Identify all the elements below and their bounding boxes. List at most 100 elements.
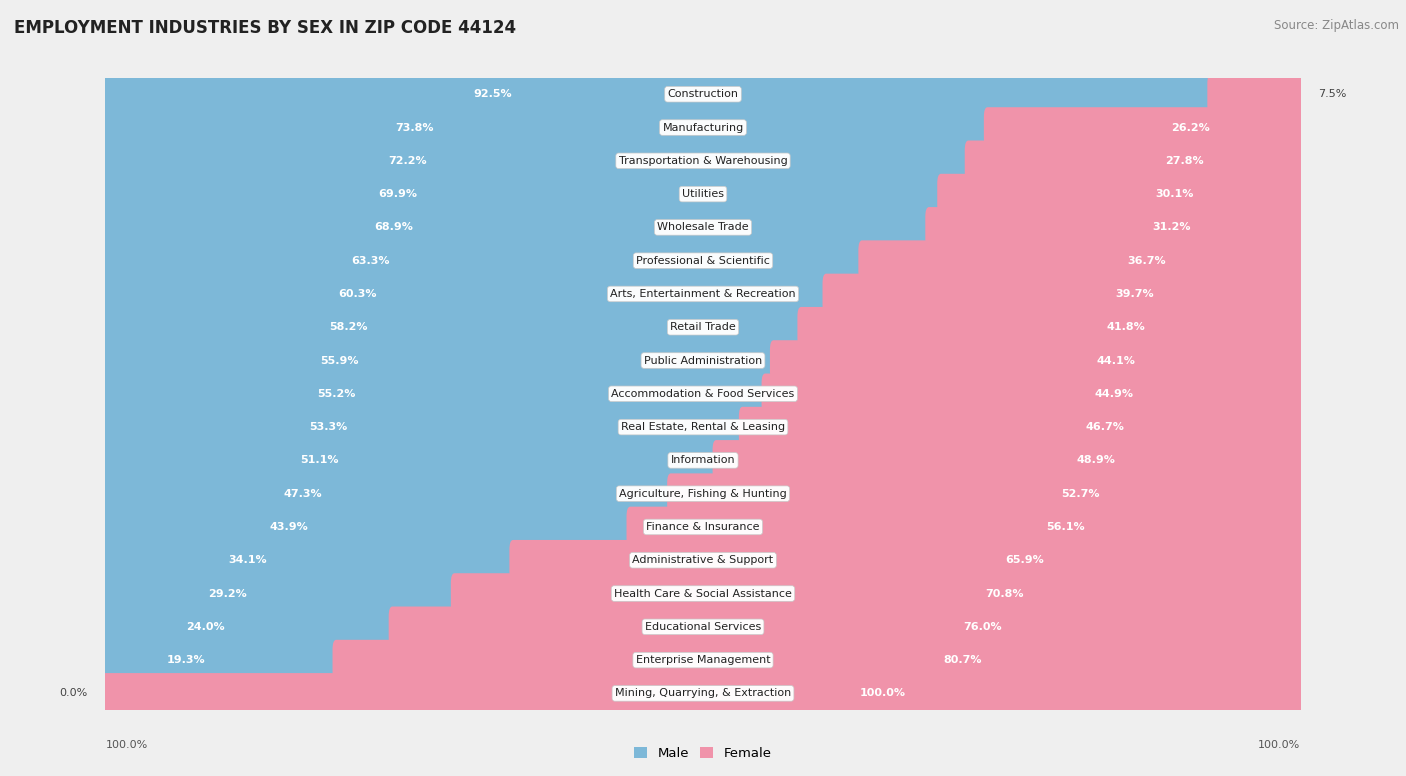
Text: Wholesale Trade: Wholesale Trade: [657, 223, 749, 232]
Text: 43.9%: 43.9%: [270, 522, 308, 532]
FancyBboxPatch shape: [451, 573, 1305, 614]
Text: 47.3%: 47.3%: [284, 489, 322, 499]
Text: 72.2%: 72.2%: [388, 156, 427, 166]
Text: 73.8%: 73.8%: [395, 123, 433, 133]
Text: 100.0%: 100.0%: [859, 688, 905, 698]
FancyBboxPatch shape: [105, 116, 1301, 140]
Text: Educational Services: Educational Services: [645, 622, 761, 632]
Text: 34.1%: 34.1%: [229, 556, 267, 565]
Text: 44.9%: 44.9%: [1094, 389, 1133, 399]
Legend: Male, Female: Male, Female: [628, 742, 778, 765]
Text: 56.1%: 56.1%: [1046, 522, 1085, 532]
FancyBboxPatch shape: [627, 507, 1305, 547]
Text: 80.7%: 80.7%: [943, 655, 983, 665]
Text: 29.2%: 29.2%: [208, 588, 247, 598]
FancyBboxPatch shape: [105, 581, 1301, 605]
FancyBboxPatch shape: [388, 607, 1305, 647]
Text: Information: Information: [671, 456, 735, 466]
FancyBboxPatch shape: [823, 274, 1305, 314]
Text: Public Administration: Public Administration: [644, 355, 762, 365]
Text: 55.2%: 55.2%: [318, 389, 356, 399]
Text: Mining, Quarrying, & Extraction: Mining, Quarrying, & Extraction: [614, 688, 792, 698]
Text: 76.0%: 76.0%: [963, 622, 1002, 632]
Text: Health Care & Social Assistance: Health Care & Social Assistance: [614, 588, 792, 598]
Text: Professional & Scientific: Professional & Scientific: [636, 255, 770, 265]
Text: 55.9%: 55.9%: [321, 355, 359, 365]
FancyBboxPatch shape: [101, 673, 1305, 714]
FancyBboxPatch shape: [101, 174, 945, 214]
FancyBboxPatch shape: [965, 140, 1305, 181]
Text: 31.2%: 31.2%: [1152, 223, 1191, 232]
Text: 27.8%: 27.8%: [1166, 156, 1204, 166]
FancyBboxPatch shape: [740, 407, 1305, 448]
Text: 51.1%: 51.1%: [299, 456, 339, 466]
Text: 68.9%: 68.9%: [374, 223, 413, 232]
FancyBboxPatch shape: [101, 473, 675, 514]
Text: 36.7%: 36.7%: [1128, 255, 1167, 265]
Text: Utilities: Utilities: [682, 189, 724, 199]
FancyBboxPatch shape: [101, 607, 396, 647]
FancyBboxPatch shape: [105, 515, 1301, 539]
Text: 60.3%: 60.3%: [339, 289, 377, 299]
Text: 58.2%: 58.2%: [329, 322, 368, 332]
FancyBboxPatch shape: [105, 415, 1301, 439]
Text: Finance & Insurance: Finance & Insurance: [647, 522, 759, 532]
Text: 26.2%: 26.2%: [1171, 123, 1211, 133]
FancyBboxPatch shape: [666, 473, 1305, 514]
Text: 65.9%: 65.9%: [1005, 556, 1045, 565]
Text: Construction: Construction: [668, 89, 738, 99]
FancyBboxPatch shape: [509, 540, 1305, 580]
FancyBboxPatch shape: [101, 207, 932, 248]
FancyBboxPatch shape: [938, 174, 1305, 214]
FancyBboxPatch shape: [101, 74, 1215, 115]
FancyBboxPatch shape: [101, 274, 830, 314]
FancyBboxPatch shape: [105, 348, 1301, 372]
FancyBboxPatch shape: [101, 373, 769, 414]
FancyBboxPatch shape: [101, 241, 866, 281]
Text: Transportation & Warehousing: Transportation & Warehousing: [619, 156, 787, 166]
FancyBboxPatch shape: [105, 615, 1301, 639]
FancyBboxPatch shape: [105, 449, 1301, 473]
Text: Real Estate, Rental & Leasing: Real Estate, Rental & Leasing: [621, 422, 785, 432]
FancyBboxPatch shape: [105, 248, 1301, 272]
Text: 24.0%: 24.0%: [187, 622, 225, 632]
Text: 19.3%: 19.3%: [167, 655, 205, 665]
FancyBboxPatch shape: [105, 282, 1301, 306]
Text: 48.9%: 48.9%: [1077, 456, 1115, 466]
Text: 46.7%: 46.7%: [1085, 422, 1125, 432]
FancyBboxPatch shape: [101, 540, 516, 580]
FancyBboxPatch shape: [105, 482, 1301, 506]
FancyBboxPatch shape: [101, 140, 972, 181]
FancyBboxPatch shape: [105, 315, 1301, 339]
FancyBboxPatch shape: [105, 648, 1301, 672]
FancyBboxPatch shape: [105, 681, 1301, 705]
Text: EMPLOYMENT INDUSTRIES BY SEX IN ZIP CODE 44124: EMPLOYMENT INDUSTRIES BY SEX IN ZIP CODE…: [14, 19, 516, 37]
FancyBboxPatch shape: [984, 107, 1305, 148]
Text: 39.7%: 39.7%: [1115, 289, 1154, 299]
FancyBboxPatch shape: [105, 182, 1301, 206]
FancyBboxPatch shape: [101, 307, 804, 348]
Text: 69.9%: 69.9%: [378, 189, 418, 199]
Text: Manufacturing: Manufacturing: [662, 123, 744, 133]
Text: 100.0%: 100.0%: [1258, 740, 1301, 750]
FancyBboxPatch shape: [333, 639, 1305, 681]
Text: Enterprise Management: Enterprise Management: [636, 655, 770, 665]
FancyBboxPatch shape: [101, 639, 340, 681]
FancyBboxPatch shape: [105, 82, 1301, 106]
FancyBboxPatch shape: [105, 216, 1301, 239]
FancyBboxPatch shape: [797, 307, 1305, 348]
Text: 44.1%: 44.1%: [1097, 355, 1136, 365]
Text: 52.7%: 52.7%: [1062, 489, 1099, 499]
Text: Accommodation & Food Services: Accommodation & Food Services: [612, 389, 794, 399]
Text: Arts, Entertainment & Recreation: Arts, Entertainment & Recreation: [610, 289, 796, 299]
FancyBboxPatch shape: [105, 549, 1301, 572]
FancyBboxPatch shape: [770, 340, 1305, 381]
Text: 0.0%: 0.0%: [59, 688, 87, 698]
Text: Source: ZipAtlas.com: Source: ZipAtlas.com: [1274, 19, 1399, 33]
FancyBboxPatch shape: [1208, 74, 1305, 115]
FancyBboxPatch shape: [858, 241, 1305, 281]
FancyBboxPatch shape: [101, 507, 634, 547]
FancyBboxPatch shape: [105, 149, 1301, 173]
FancyBboxPatch shape: [713, 440, 1305, 480]
Text: Administrative & Support: Administrative & Support: [633, 556, 773, 565]
